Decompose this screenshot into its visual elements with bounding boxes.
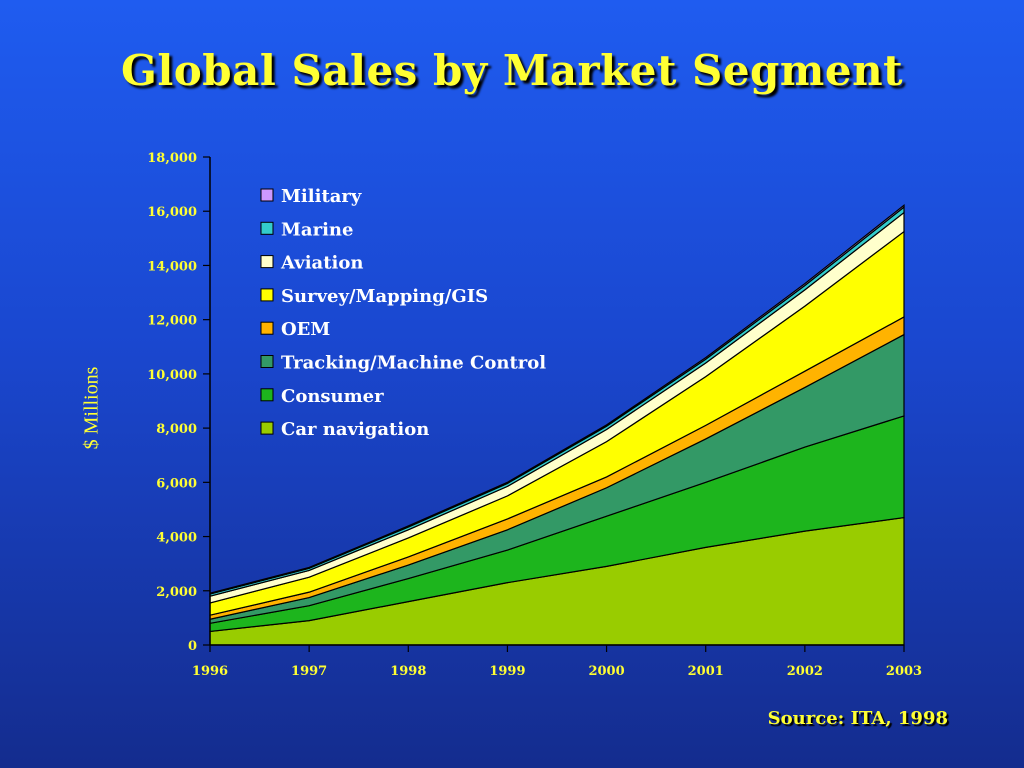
x-tick-label: 1996 bbox=[192, 664, 228, 679]
legend-swatch-consumer bbox=[260, 388, 274, 402]
legend-swatch-marine bbox=[260, 221, 274, 235]
legend-swatch-survey-mapping-gis bbox=[260, 288, 274, 302]
y-tick-label: 6,000 bbox=[156, 476, 197, 491]
legend-swatch-car-navigation bbox=[260, 421, 274, 435]
legend-swatch-aviation bbox=[260, 255, 274, 269]
x-tick-label: 1997 bbox=[291, 664, 327, 679]
legend-label-tracking-machine-control: Tracking/Machine Control bbox=[281, 353, 546, 374]
area-military bbox=[209, 204, 905, 595]
source-note: Source: ITA, 1998 bbox=[767, 708, 948, 729]
x-tick-label: 2000 bbox=[588, 664, 624, 679]
legend-label-survey-mapping-gis: Survey/Mapping/GIS bbox=[281, 286, 488, 307]
legend-label-oem: OEM bbox=[281, 319, 330, 340]
page-title: Global Sales by Market Segment bbox=[120, 46, 904, 95]
y-tick-label: 18,000 bbox=[147, 151, 197, 166]
legend-swatch-tracking-machine-control bbox=[260, 355, 274, 368]
legend-label-consumer: Consumer bbox=[281, 386, 384, 407]
y-tick-label: 12,000 bbox=[147, 314, 197, 329]
y-tick-label: 10,000 bbox=[147, 368, 197, 383]
y-tick-label: 8,000 bbox=[156, 422, 197, 437]
legend-label-aviation: Aviation bbox=[280, 253, 363, 274]
legend-label-military: Military bbox=[281, 186, 362, 207]
legend-swatch-oem bbox=[260, 321, 274, 335]
legend-swatch-military bbox=[260, 188, 274, 202]
x-tick-label: 1998 bbox=[390, 664, 426, 679]
y-tick-label: 0 bbox=[188, 639, 197, 654]
y-tick-label: 2,000 bbox=[156, 585, 197, 600]
legend-label-car-navigation: Car navigation bbox=[281, 419, 429, 440]
y-tick-label: 16,000 bbox=[147, 205, 197, 220]
x-tick-label: 2003 bbox=[886, 664, 922, 679]
y-tick-label: 14,000 bbox=[147, 259, 197, 274]
x-tick-label: 2001 bbox=[688, 664, 724, 679]
legend-label-marine: Marine bbox=[281, 219, 353, 240]
x-tick-label: 2002 bbox=[787, 664, 823, 679]
y-tick-label: 4,000 bbox=[156, 531, 197, 546]
x-tick-label: 1999 bbox=[489, 664, 525, 679]
